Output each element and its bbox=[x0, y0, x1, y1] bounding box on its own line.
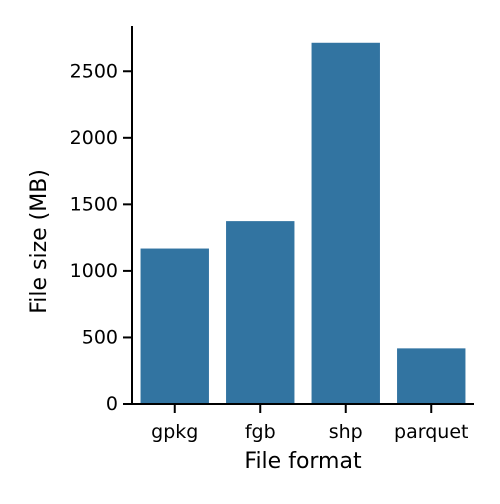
y-tick-label-1000: 1000 bbox=[70, 260, 118, 282]
bar-fgb bbox=[226, 221, 295, 404]
bar-gpkg bbox=[140, 248, 209, 404]
y-tick-label-2500: 2500 bbox=[70, 60, 118, 82]
x-tick-label-parquet: parquet bbox=[394, 421, 468, 443]
bar-shp bbox=[311, 42, 380, 405]
x-tick-label-shp: shp bbox=[329, 421, 363, 443]
y-axis-title: File size (MB) bbox=[27, 169, 52, 314]
bar-parquet bbox=[397, 348, 466, 404]
y-tick-label-0: 0 bbox=[106, 393, 118, 415]
x-tick-label-gpkg: gpkg bbox=[151, 421, 198, 443]
axes-layer bbox=[131, 26, 474, 405]
x-axis-title: File format bbox=[244, 449, 362, 474]
x-tick-label-fgb: fgb bbox=[245, 421, 276, 443]
y-tick-label-1500: 1500 bbox=[70, 193, 118, 215]
y-tick-label-500: 500 bbox=[82, 326, 118, 348]
y-tick-label-2000: 2000 bbox=[70, 127, 118, 149]
bars-layer bbox=[140, 42, 466, 405]
ticks-layer: 0 500 1000 1500 2000 2500 gpkg fgb shp parquet bbox=[70, 60, 469, 443]
